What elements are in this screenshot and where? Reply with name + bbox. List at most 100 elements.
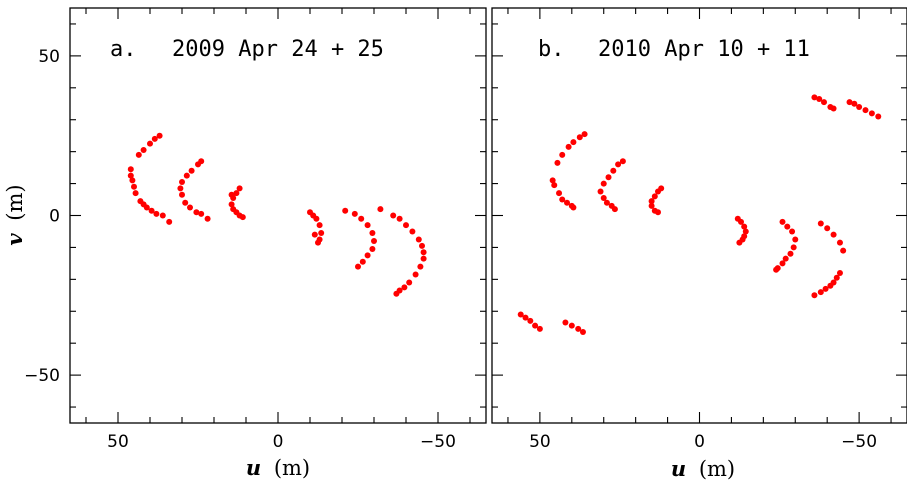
- data-point-b: [738, 218, 744, 225]
- data-point-a: [318, 230, 325, 237]
- data-point-a: [127, 172, 134, 179]
- data-point-a: [369, 246, 376, 253]
- data-point-a: [135, 151, 142, 158]
- data-point-b: [570, 139, 577, 146]
- data-point-b: [836, 269, 843, 276]
- data-point-b: [536, 325, 543, 332]
- y-tick-label-a: −50: [24, 366, 60, 386]
- data-point-b: [651, 193, 658, 200]
- data-point-b: [610, 167, 617, 174]
- data-point-a: [148, 207, 155, 214]
- data-point-a: [417, 263, 424, 270]
- data-point-b: [597, 188, 604, 195]
- y-axis-title: v (m): [2, 184, 27, 245]
- panel-a-frame: [69, 7, 487, 424]
- data-point-b: [875, 113, 882, 120]
- data-point-a: [204, 215, 211, 222]
- data-point-b: [741, 223, 748, 230]
- y-axis-unit: (m): [3, 184, 27, 220]
- data-point-b: [779, 260, 786, 267]
- data-point-b: [532, 322, 539, 329]
- data-point-b: [655, 209, 661, 216]
- data-point-b: [517, 311, 524, 318]
- y-tick-label-a: 50: [38, 47, 60, 67]
- data-point-b: [742, 228, 749, 235]
- data-point-a: [390, 212, 397, 219]
- data-point-b: [824, 225, 831, 232]
- data-point-b: [575, 325, 582, 332]
- data-point-b: [603, 199, 610, 206]
- panel-b-ticks: [492, 8, 907, 423]
- data-point-b: [619, 158, 626, 165]
- data-point-b: [549, 177, 556, 184]
- data-point-a: [406, 279, 413, 286]
- data-point-a: [193, 209, 200, 216]
- data-point-a: [393, 290, 400, 297]
- data-point-b: [851, 100, 858, 107]
- data-point-b: [522, 314, 529, 321]
- data-point-b: [605, 174, 612, 181]
- data-point-b: [565, 143, 572, 150]
- data-point-b: [615, 161, 622, 168]
- data-point-a: [156, 132, 163, 139]
- data-point-b: [554, 159, 561, 166]
- y-tick-label-a: 0: [49, 207, 60, 227]
- data-point-a: [166, 218, 173, 225]
- data-point-a: [179, 178, 185, 185]
- data-point-b: [840, 247, 847, 254]
- data-point-a: [182, 199, 189, 206]
- data-point-b: [568, 322, 575, 329]
- data-point-b: [648, 198, 655, 205]
- data-point-a: [313, 215, 320, 222]
- x-tick-label-b: −50: [841, 432, 877, 452]
- data-point-a: [342, 207, 349, 214]
- data-point-a: [401, 284, 408, 291]
- data-point-a: [151, 135, 158, 142]
- x-tick-label-b: 50: [529, 432, 551, 452]
- data-point-a: [140, 147, 147, 154]
- data-point-b: [816, 95, 823, 102]
- data-point-b: [856, 103, 863, 110]
- data-point-b: [827, 282, 834, 289]
- panel-b: 50 0 −50 b. 2010 Apr 10 + 11 u (m): [491, 7, 907, 481]
- data-point-b: [811, 292, 818, 299]
- data-point-b: [830, 231, 837, 238]
- data-point-b: [822, 285, 829, 292]
- data-point-b: [611, 206, 618, 213]
- y-axis-var: v: [2, 233, 27, 246]
- x-tick-label-a: 50: [107, 432, 129, 452]
- data-point-a: [355, 263, 361, 270]
- data-point-b: [600, 194, 607, 201]
- panel-b-points: [517, 94, 882, 336]
- data-point-a: [396, 215, 403, 222]
- panel-a-x-axis-var: u: [246, 455, 261, 480]
- data-point-a: [127, 166, 134, 173]
- data-point-a: [143, 204, 150, 211]
- data-point-b: [830, 105, 837, 112]
- data-point-a: [183, 172, 190, 179]
- data-point-b: [787, 250, 794, 257]
- panel-a-tick-labels: 50 0 −50 50 0 −50: [24, 47, 456, 452]
- data-point-b: [792, 236, 799, 243]
- data-point-b: [570, 204, 577, 211]
- data-point-b: [846, 99, 853, 106]
- data-point-a: [409, 228, 416, 235]
- data-point-a: [311, 231, 318, 238]
- data-point-b: [821, 99, 827, 106]
- data-point-a: [420, 249, 427, 256]
- data-point-b: [527, 317, 534, 324]
- data-point-b: [833, 274, 840, 281]
- panel-b-tick-labels: 50 0 −50: [529, 432, 877, 452]
- data-point-a: [364, 222, 371, 229]
- data-point-b: [811, 94, 818, 101]
- data-point-b: [655, 188, 661, 195]
- data-point-b: [576, 134, 583, 141]
- data-point-b: [579, 329, 586, 336]
- data-point-a: [129, 177, 136, 184]
- data-point-a: [239, 214, 246, 221]
- data-point-a: [228, 191, 235, 198]
- data-point-b: [559, 196, 566, 203]
- data-point-a: [147, 140, 153, 147]
- panel-b-title: 2010 Apr 10 + 11: [598, 37, 810, 62]
- data-point-a: [131, 183, 137, 190]
